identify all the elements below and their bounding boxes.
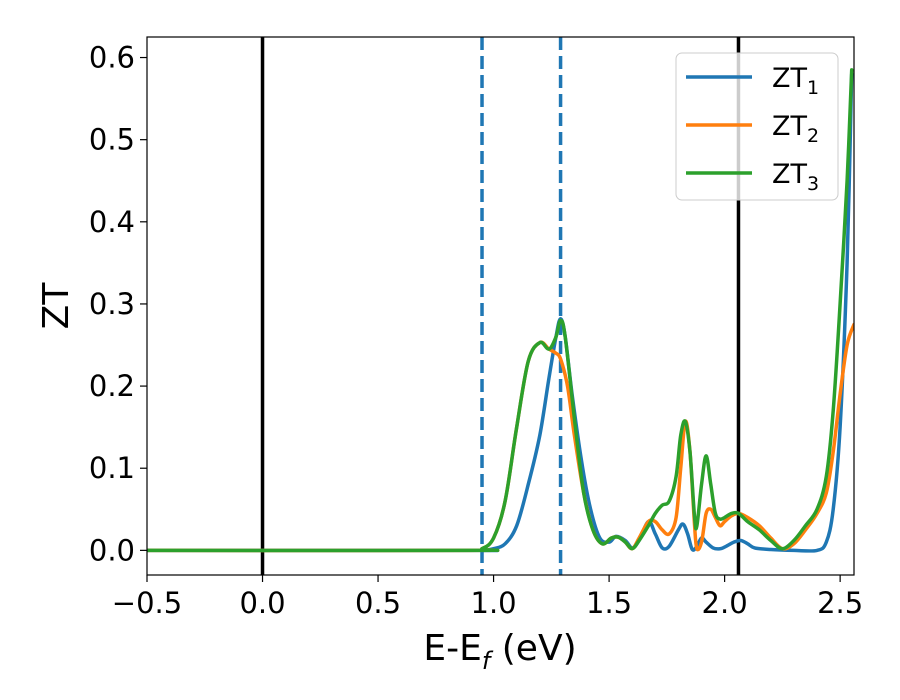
- legend-label-zt1: ZT1: [772, 63, 819, 99]
- y-tick-label: 0.0: [89, 533, 135, 567]
- x-axis-label-unit: (eV): [490, 628, 576, 669]
- series-line-zt3: [147, 68, 854, 553]
- x-tick-label: −0.5: [112, 586, 182, 620]
- y-axis-label: ZT: [36, 282, 77, 330]
- y-tick-label: 0.6: [89, 41, 135, 75]
- legend-label-zt3: ZT3: [772, 159, 819, 195]
- y-tick-label: 0.5: [89, 123, 135, 157]
- y-tick-label: 0.4: [89, 205, 135, 239]
- x-tick-label: 1.0: [471, 586, 517, 620]
- x-axis-label: E-Ef (eV): [423, 628, 576, 675]
- x-tick-label: 2.5: [817, 586, 863, 620]
- x-tick-label: 2.0: [702, 586, 748, 620]
- x-tick-label: 0.0: [239, 586, 285, 620]
- plot-frame: [146, 36, 855, 576]
- legend: ZT1 ZT2 ZT3: [675, 52, 839, 201]
- y-tick-label: 0.3: [89, 287, 135, 321]
- legend-box: [675, 52, 839, 201]
- y-tick-label: 0.1: [89, 451, 135, 485]
- legend-label-zt2: ZT2: [772, 111, 819, 147]
- x-tick-label: 1.5: [586, 586, 632, 620]
- series-line-zt1: [147, 72, 854, 553]
- y-tick-label: 0.2: [89, 369, 135, 403]
- x-tick-label: 0.5: [355, 586, 401, 620]
- x-axis-label-main: E-E: [423, 628, 481, 669]
